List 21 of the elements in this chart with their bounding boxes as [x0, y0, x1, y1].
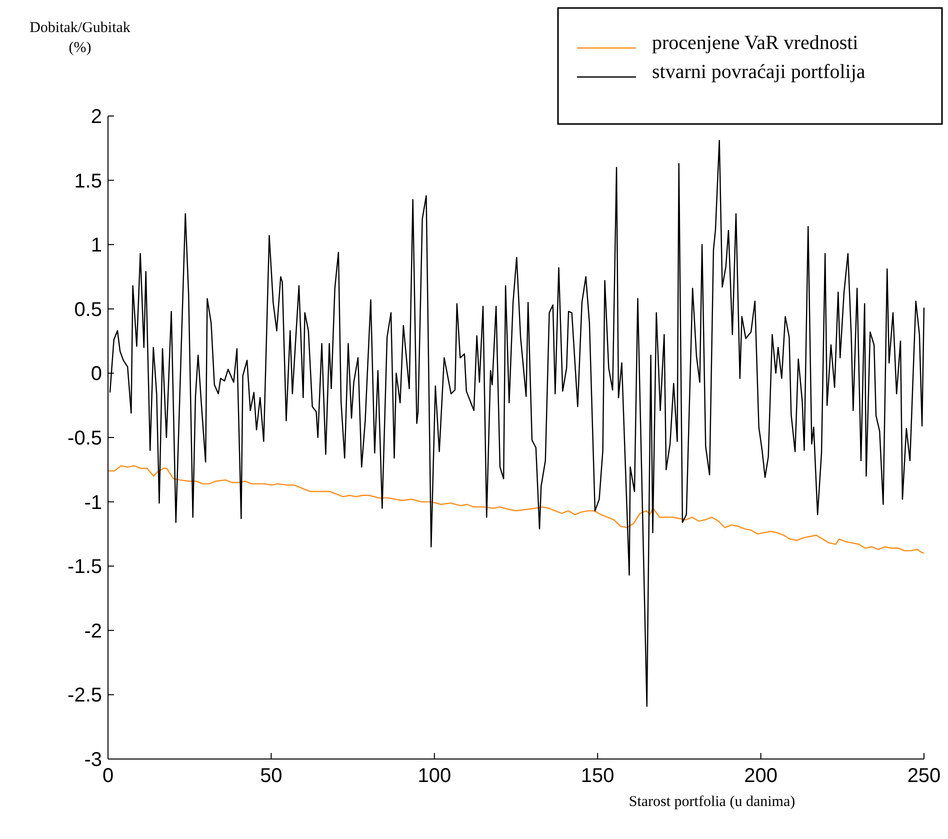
y-tick-label: 1.5	[74, 170, 102, 192]
legend-label: stvarni povraćaji portfolija	[652, 61, 866, 83]
y-tick-label: -0.5	[68, 428, 102, 450]
y-tick-label: -2	[84, 620, 102, 642]
x-tick-label: 50	[260, 765, 282, 787]
y-tick-label: -1	[84, 492, 102, 514]
line-series	[107, 465, 925, 554]
y-tick-label: 0	[90, 363, 102, 386]
y-tick-label: -3	[84, 749, 102, 771]
y-tick-label: 0.5	[74, 298, 102, 321]
y-tick-label: 1	[90, 234, 102, 257]
y-tick-label: 2	[90, 106, 102, 128]
y-tick-label: -2.5	[68, 684, 102, 707]
x-tick-label: 100	[418, 765, 452, 787]
y-tick-label: -1.5	[68, 556, 102, 578]
x-tick-label: 250	[907, 765, 941, 787]
legend-label: procenjene VaR vrednosti	[652, 32, 859, 54]
y-axis-title: Dobitak/Gubitak (%)	[30, 20, 131, 56]
x-tick-label: 200	[744, 765, 778, 787]
x-tick-label: 150	[580, 765, 614, 787]
x-axis-title: Starost portfolia (u danima)	[628, 794, 796, 810]
